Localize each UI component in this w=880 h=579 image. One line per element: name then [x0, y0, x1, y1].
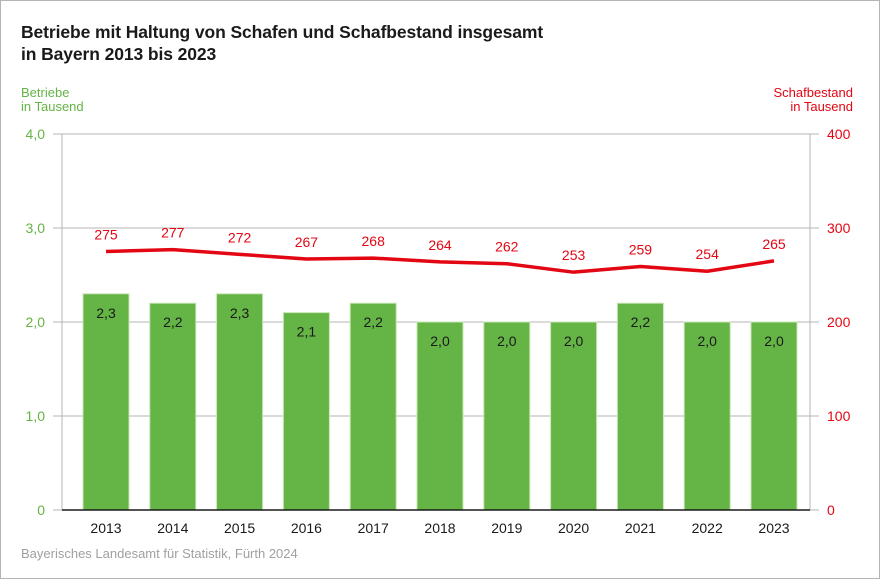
right-tick-label: 300: [827, 220, 851, 236]
left-tick-label: 2,0: [26, 314, 46, 330]
axes: [53, 133, 819, 511]
x-tick-label: 2015: [224, 520, 255, 536]
line-value-label: 272: [228, 229, 252, 245]
bar-value-label: 2,0: [430, 333, 450, 349]
chart-title-line-1: Betriebe mit Haltung von Schafen und Sch…: [21, 22, 544, 42]
bar-value-label: 2,0: [697, 333, 717, 349]
bar-value-label: 2,0: [764, 333, 784, 349]
x-tick-label: 2016: [291, 520, 322, 536]
bar-value-label: 2,2: [363, 314, 383, 330]
right-tick-label: 200: [827, 314, 851, 330]
bar: [82, 293, 130, 511]
line-series-schafbestand: [105, 247, 775, 274]
line-value-label: 262: [495, 239, 519, 255]
source-note: Bayerisches Landesamt für Statistik, Für…: [21, 546, 298, 561]
bar: [683, 321, 731, 511]
line-value-label: 254: [696, 246, 720, 262]
left-tick-label: 0: [37, 502, 45, 518]
bar-value-label: 2,2: [163, 314, 183, 330]
chart-title-line-2: in Bayern 2013 bis 2023: [21, 44, 217, 64]
right-tick-label: 100: [827, 408, 851, 424]
line-value-label: 253: [562, 247, 586, 263]
line-value-label: 259: [629, 242, 653, 258]
x-tick-label: 2022: [692, 520, 723, 536]
x-tick-label: 2019: [491, 520, 522, 536]
left-axis-label: Betriebe in Tausend: [21, 86, 84, 114]
x-tick-label: 2017: [358, 520, 389, 536]
line-value-label: 267: [295, 234, 319, 250]
bar: [616, 302, 664, 511]
line-value-label: 277: [161, 225, 185, 241]
left-tick-label: 1,0: [26, 408, 46, 424]
x-tick-label: 2023: [758, 520, 789, 536]
bar: [550, 321, 598, 511]
bar: [149, 302, 197, 511]
bar: [483, 321, 531, 511]
data-labels: 2,3 2,2 2,3 2,1 2,2 2,0 2,0 2,0 2,2 2,0 2,0 275 277 2…: [94, 225, 786, 349]
left-axis-label-line-1: Betriebe: [21, 85, 70, 100]
bar-value-label: 2,3: [230, 305, 250, 321]
line-path: [105, 247, 775, 274]
right-axis-label-line-2: in Tausend: [790, 99, 853, 114]
left-tick-label: 4,0: [26, 126, 46, 142]
right-tick-label: 400: [827, 126, 851, 142]
line-value-label: 264: [428, 237, 452, 253]
bar: [282, 312, 330, 511]
bar-value-label: 2,0: [497, 333, 517, 349]
right-axis-label: Schafbestand in Tausend: [773, 86, 853, 114]
x-tick-label: 2021: [625, 520, 656, 536]
right-tick-label: 0: [827, 502, 835, 518]
right-axis-label-line-1: Schafbestand: [773, 85, 853, 100]
chart-title: Betriebe mit Haltung von Schafen und Sch…: [21, 21, 543, 65]
bar-value-label: 2,3: [96, 305, 116, 321]
x-tick-label: 2013: [90, 520, 121, 536]
left-tick-label: 3,0: [26, 220, 46, 236]
bar-value-label: 2,1: [297, 324, 317, 340]
bar-value-label: 2,2: [631, 314, 651, 330]
bar-series-betriebe: [82, 293, 798, 511]
line-value-label: 268: [362, 233, 386, 249]
x-tick-label: 2020: [558, 520, 589, 536]
left-axis-label-line-2: in Tausend: [21, 99, 84, 114]
x-tick-label: 2014: [157, 520, 188, 536]
bar: [416, 321, 464, 511]
x-tick-label: 2018: [424, 520, 455, 536]
bar-value-label: 2,0: [564, 333, 584, 349]
tick-labels: 0 1,0 2,0 3,0 4,0 0 100 200 300 400 2013 2014 2015 20…: [26, 126, 851, 536]
line-value-label: 275: [94, 227, 118, 243]
line-value-label: 265: [762, 236, 786, 252]
bar: [349, 302, 397, 511]
bar: [216, 293, 264, 511]
bar: [750, 321, 798, 511]
